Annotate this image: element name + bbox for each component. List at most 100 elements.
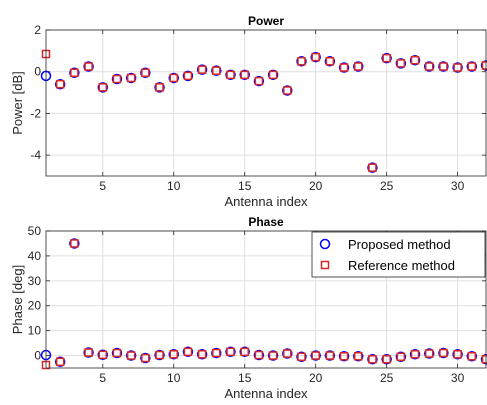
data-point-circle	[196, 64, 208, 75]
y-tick-label: 0	[34, 65, 41, 79]
data-point-circle	[367, 162, 378, 173]
series-1	[40, 238, 487, 368]
data-point-circle	[211, 65, 222, 76]
data-point-square	[453, 63, 462, 72]
x-tick-label: 30	[451, 371, 465, 385]
legend-marker-circle	[319, 238, 331, 250]
data-point-circle	[69, 238, 80, 249]
data-point-square	[112, 348, 122, 358]
data-point-square	[339, 352, 349, 361]
data-point-circle	[154, 349, 165, 361]
data-point-circle	[168, 72, 179, 84]
data-point-circle	[83, 347, 94, 358]
data-point-square	[55, 79, 65, 89]
data-point-square	[368, 355, 377, 364]
y-axis-label: Power [dB]	[10, 71, 25, 135]
data-point-square	[254, 350, 264, 360]
data-point-square	[382, 53, 391, 63]
data-point-circle	[282, 85, 293, 96]
y-tick-label: -4	[30, 148, 41, 162]
data-point-square	[197, 65, 207, 74]
data-point-square	[439, 62, 448, 71]
data-point-square	[155, 83, 164, 92]
data-point-circle	[338, 62, 350, 73]
data-point-circle	[466, 61, 478, 72]
data-point-circle	[125, 350, 137, 361]
data-point-square	[453, 350, 462, 359]
y-tick-label: 20	[28, 299, 42, 313]
data-point-circle	[452, 62, 463, 73]
data-point-circle	[54, 356, 66, 368]
data-point-circle	[423, 61, 435, 72]
data-point-square	[126, 73, 136, 83]
data-point-circle	[154, 82, 165, 93]
data-point-square	[424, 349, 434, 358]
legend-label: Reference method	[348, 258, 455, 273]
x-axis-label: Antenna index	[224, 386, 308, 401]
data-point-circle	[409, 54, 421, 66]
data-point-square	[467, 62, 477, 71]
data-point-square	[297, 352, 306, 362]
data-point-circle	[211, 347, 222, 359]
data-point-square	[155, 350, 164, 360]
y-tick-label: -2	[30, 106, 41, 120]
data-point-square	[382, 355, 391, 364]
data-point-square	[226, 70, 235, 80]
data-point-circle	[353, 61, 364, 72]
data-point-square	[410, 55, 420, 65]
y-tick-label: 50	[28, 224, 42, 238]
data-point-square	[70, 68, 79, 78]
x-tick-label: 25	[380, 179, 394, 193]
y-tick-label: 2	[34, 23, 41, 37]
data-point-square	[283, 349, 292, 358]
data-point-square	[55, 357, 65, 367]
x-tick-label: 10	[167, 179, 181, 193]
y-tick-label: 10	[28, 324, 42, 338]
data-point-square	[254, 76, 264, 86]
data-point-square	[339, 63, 349, 72]
x-axis-label: Antenna index	[224, 194, 308, 209]
data-point-circle	[83, 61, 94, 72]
data-point-circle	[168, 349, 179, 360]
x-tick-label: 5	[99, 371, 106, 385]
data-point-circle	[282, 348, 293, 359]
data-point-square	[84, 62, 93, 71]
data-point-circle	[239, 346, 250, 358]
data-point-circle	[409, 349, 421, 360]
y-tick-label: 40	[28, 249, 42, 263]
chart-title: Phase	[248, 215, 284, 229]
data-point-circle	[338, 351, 350, 362]
data-point-square	[268, 70, 278, 80]
plot-frame	[45, 230, 487, 369]
x-tick-label: 25	[380, 371, 394, 385]
data-point-square	[368, 163, 377, 172]
data-point-square	[98, 350, 108, 360]
data-point-square	[396, 59, 406, 68]
data-point-circle	[438, 347, 449, 359]
data-point-square	[212, 348, 221, 358]
chart-1: 5 10 15 20 25 30 -4 -2 0 2 Power Antenna index Power…	[10, 14, 487, 209]
x-tick-label: 10	[167, 371, 181, 385]
data-point-square	[325, 351, 335, 360]
data-point-circle	[69, 67, 80, 79]
x-tick-label: 15	[238, 179, 252, 193]
data-point-square	[126, 351, 136, 360]
data-point-circle	[267, 69, 279, 81]
data-point-circle	[196, 349, 208, 360]
data-point-circle	[182, 70, 194, 82]
data-point-square	[268, 351, 278, 360]
x-tick-label: 30	[451, 179, 465, 193]
data-point-circle	[466, 351, 478, 362]
series-2	[41, 239, 487, 370]
y-tick-label: 30	[28, 274, 42, 288]
data-point-square	[325, 57, 335, 66]
x-tick-label: 20	[309, 179, 323, 193]
y-tick-label: 0	[34, 349, 41, 363]
data-point-circle	[395, 58, 407, 69]
legend-marker-square	[320, 260, 330, 270]
data-point-circle	[140, 67, 151, 79]
data-point-circle	[111, 347, 123, 359]
plot-frame	[45, 29, 487, 177]
data-point-circle	[452, 349, 463, 360]
data-point-circle	[296, 56, 307, 67]
